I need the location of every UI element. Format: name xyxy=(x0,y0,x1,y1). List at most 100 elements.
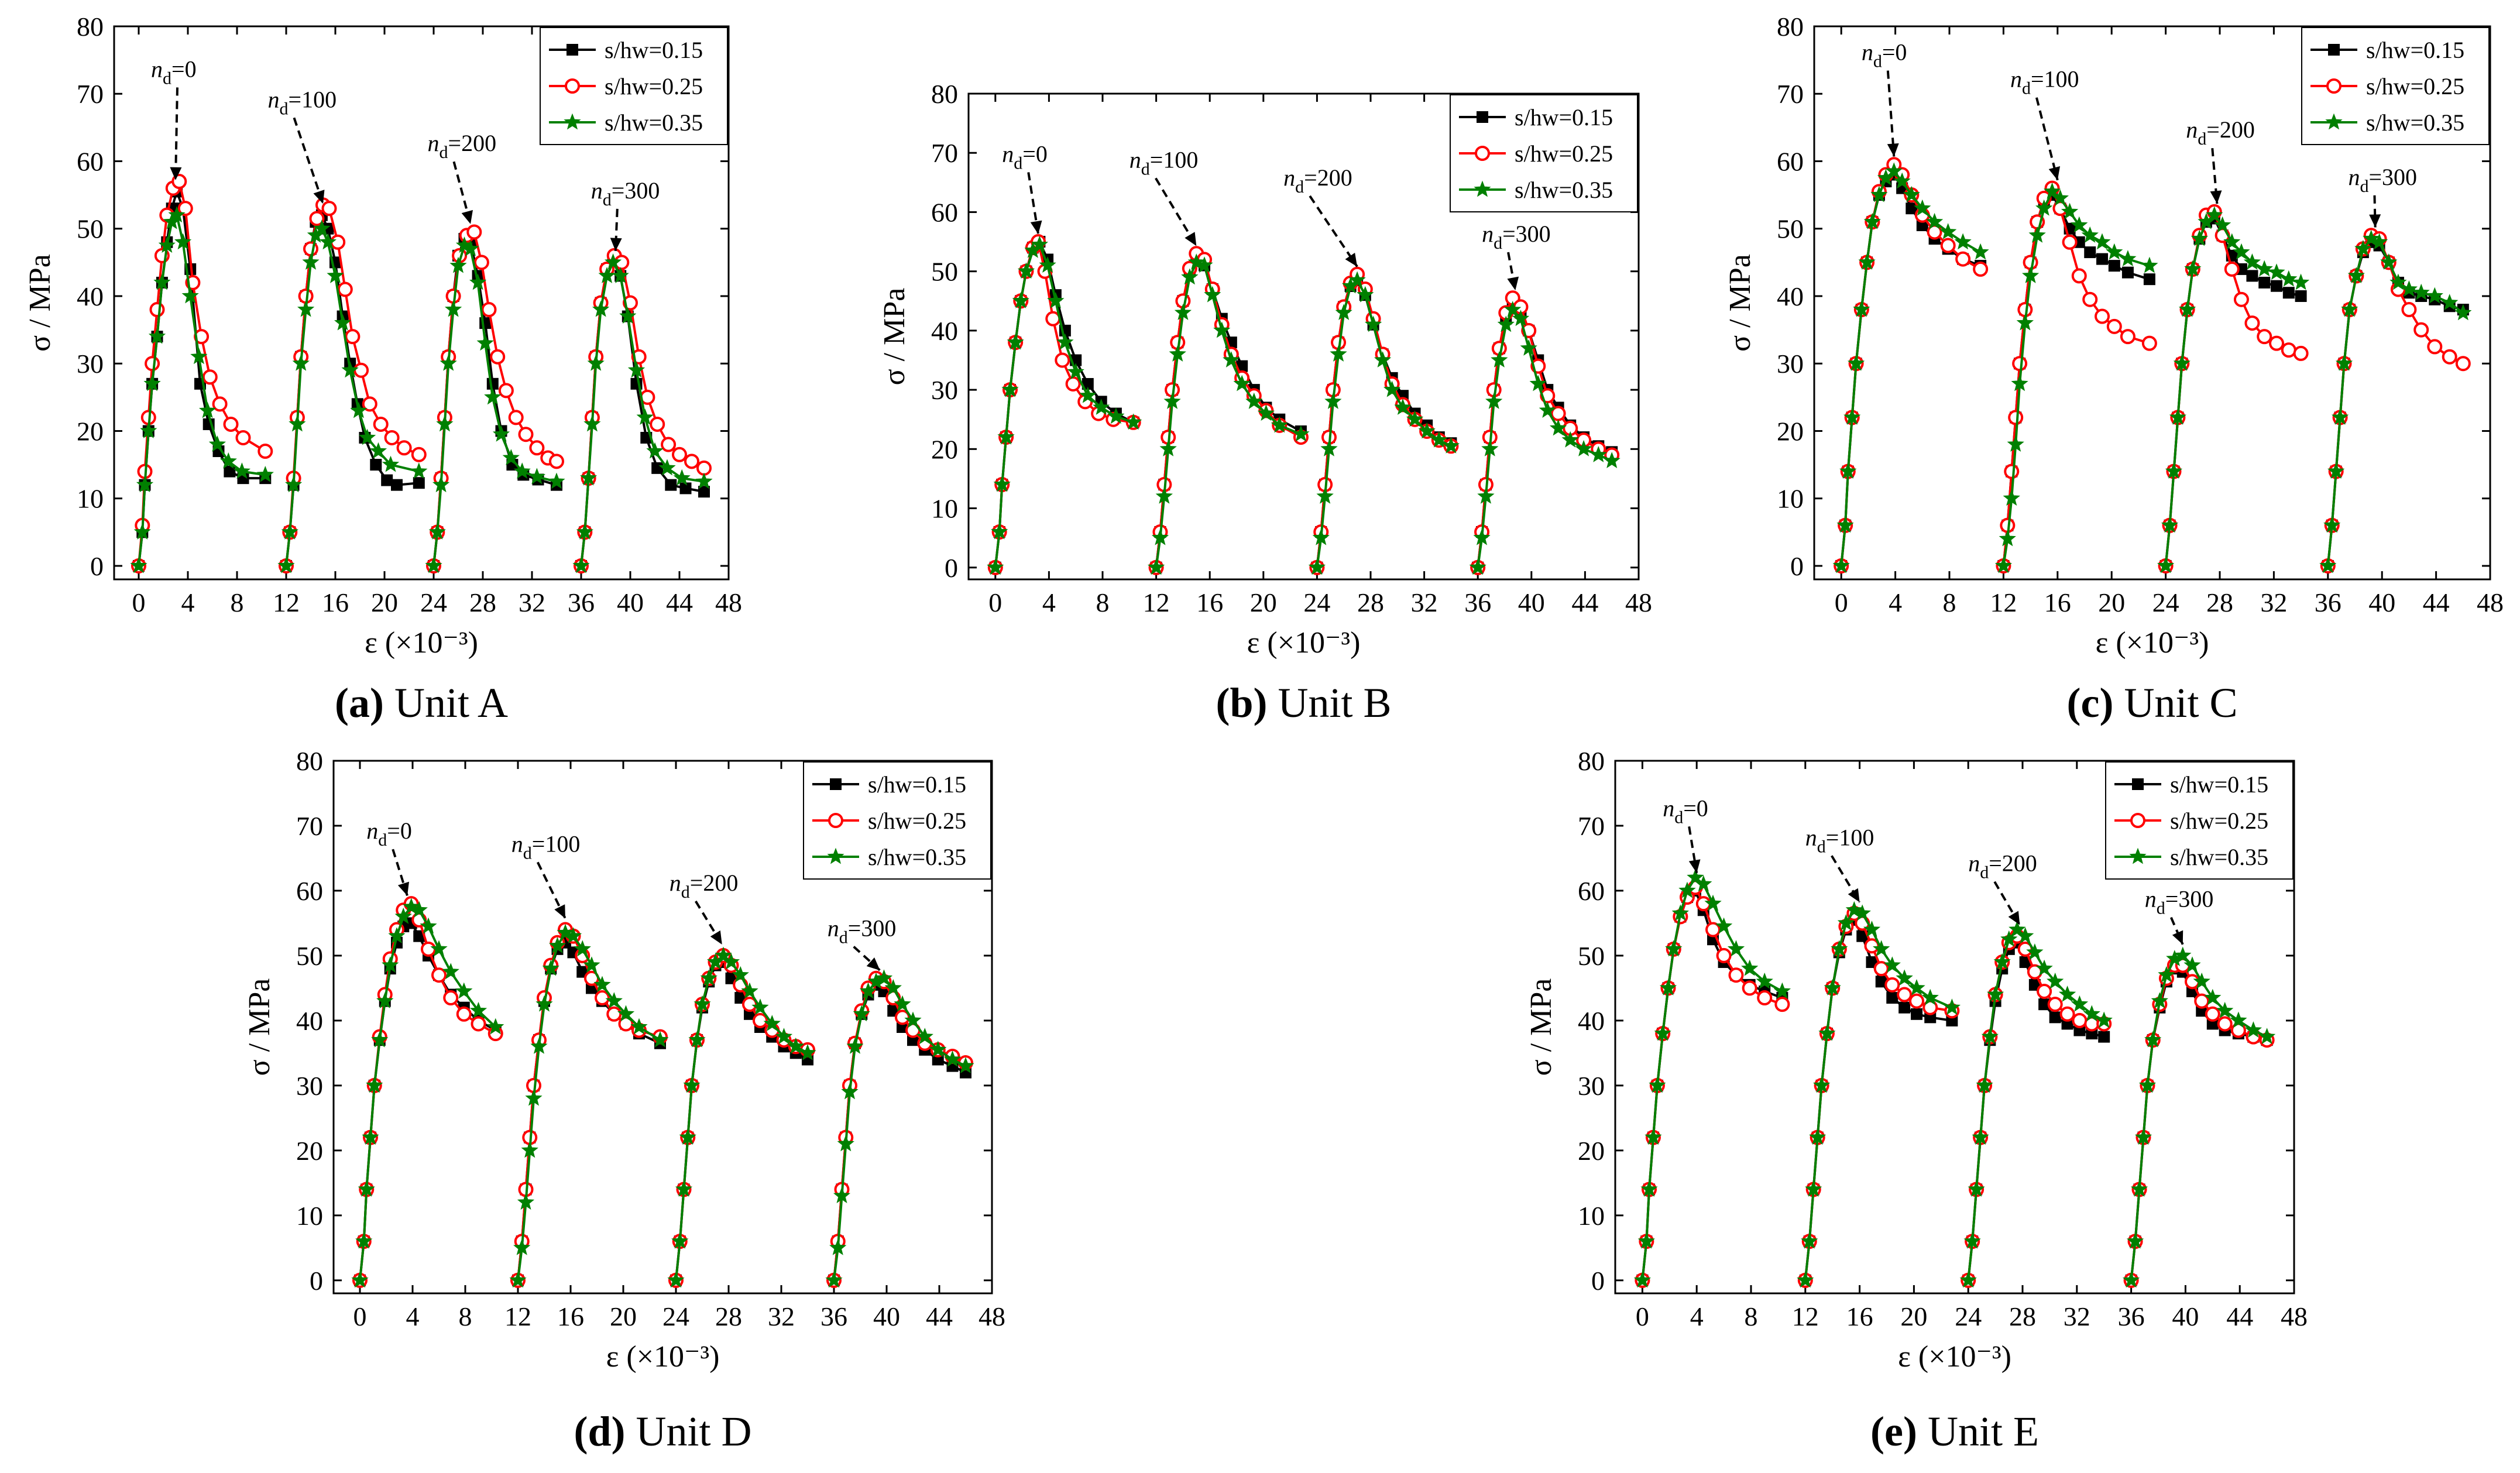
data-point xyxy=(987,558,1004,575)
nd-annotation-label: nd=100 xyxy=(268,86,337,118)
nd-symbol: n xyxy=(1862,39,1873,66)
y-tick-label: 40 xyxy=(1578,1006,1605,1036)
data-point xyxy=(2323,516,2341,533)
data-point xyxy=(388,927,406,944)
nd-value: = xyxy=(171,56,185,82)
x-tick-label: 12 xyxy=(504,1302,531,1331)
data-point xyxy=(371,1031,389,1048)
data-point xyxy=(2223,233,2241,250)
data-point xyxy=(410,462,428,479)
data-point xyxy=(302,253,320,270)
panel-caption: (c) Unit C xyxy=(2067,679,2238,726)
data-point xyxy=(2292,273,2310,290)
data-point xyxy=(2412,283,2430,300)
x-tick-label: 12 xyxy=(1792,1302,1819,1331)
data-point xyxy=(528,468,546,485)
data-point xyxy=(1056,333,1074,350)
data-point xyxy=(223,416,239,432)
data-point xyxy=(1908,979,1925,995)
data-point xyxy=(1875,976,1887,988)
data-point xyxy=(443,990,459,1006)
nd-annotation: nd=0 xyxy=(1663,795,1708,874)
nd-value: = xyxy=(387,818,400,844)
panel-caption-title: Unit E xyxy=(1928,1408,2039,1455)
x-tick-label: 4 xyxy=(1690,1302,1704,1331)
data-point xyxy=(1914,199,1931,216)
data-point xyxy=(2161,516,2179,533)
data-point xyxy=(2061,202,2079,219)
data-point xyxy=(2194,993,2210,1009)
x-tick-label: 36 xyxy=(568,588,595,617)
nd-number: 300 xyxy=(861,915,896,942)
nd-subscript: d xyxy=(440,143,448,162)
data-point xyxy=(612,267,629,283)
data-point xyxy=(256,466,274,482)
data-point xyxy=(829,1238,847,1255)
data-point xyxy=(1972,243,1989,260)
legend-label: s/hw=0.25 xyxy=(2170,808,2268,834)
data-point xyxy=(529,440,545,456)
data-point xyxy=(1884,977,1900,993)
data-point xyxy=(651,1031,669,1048)
y-tick-label: 70 xyxy=(296,811,323,841)
nd-arrow-line xyxy=(2035,97,2059,181)
data-point xyxy=(168,206,186,223)
data-point xyxy=(476,334,494,351)
series-line xyxy=(1477,297,1613,568)
nd-arrow-head xyxy=(710,930,722,945)
data-point xyxy=(1196,256,1213,273)
data-point xyxy=(2454,304,2472,321)
nd-arrow-head xyxy=(461,210,473,224)
y-tick-label: 60 xyxy=(1578,876,1605,906)
data-point xyxy=(2012,356,2028,372)
data-point xyxy=(1159,440,1177,456)
nd-subscript: d xyxy=(1494,234,1502,253)
y-tick-label: 40 xyxy=(1777,281,1804,311)
legend: s/hw=0.15 s/hw=0.25 s/hw=0.35 xyxy=(2301,27,2490,145)
data-point xyxy=(1911,1008,1923,1020)
data-point xyxy=(2191,229,2209,246)
nd-symbol: n xyxy=(2010,66,2022,92)
x-tick-label: 20 xyxy=(1900,1302,1927,1331)
legend: s/hw=0.15 s/hw=0.25 s/hw=0.35 xyxy=(1450,94,1638,212)
data-point xyxy=(382,455,400,472)
nd-value: = xyxy=(1304,164,1317,191)
x-tick-label: 0 xyxy=(1636,1302,1649,1331)
nd-arrow-head xyxy=(554,904,565,919)
data-point xyxy=(2038,998,2051,1011)
nd-annotation: nd=300 xyxy=(2145,886,2213,945)
data-point xyxy=(353,362,369,378)
x-tick-label: 20 xyxy=(2098,588,2125,617)
legend-label: s/hw=0.15 xyxy=(605,37,703,63)
x-axis-label: ε (×10⁻³) xyxy=(1898,1340,2011,1374)
y-tick-label: 80 xyxy=(1578,746,1605,776)
nd-annotation-label: nd=0 xyxy=(151,56,197,88)
data-point xyxy=(284,476,303,493)
x-tick-label: 40 xyxy=(873,1302,900,1331)
nd-subscript: d xyxy=(681,883,690,902)
y-tick-label: 50 xyxy=(931,257,958,287)
panel-caption-letter: (c) xyxy=(2067,679,2114,726)
nd-number: 200 xyxy=(461,130,496,156)
y-tick-label: 70 xyxy=(1578,811,1605,841)
nd-value: = xyxy=(690,870,703,896)
data-point xyxy=(2244,315,2260,331)
data-point xyxy=(181,287,199,304)
data-point xyxy=(2144,1031,2162,1048)
data-point xyxy=(658,459,676,476)
legend-marker xyxy=(564,113,581,130)
data-point xyxy=(2016,927,2034,944)
data-point xyxy=(1678,881,1696,898)
data-point xyxy=(2026,943,2044,960)
data-point xyxy=(449,256,467,273)
data-point xyxy=(564,927,582,944)
data-point xyxy=(606,1006,622,1022)
y-tick-label: 70 xyxy=(931,138,958,168)
x-tick-label: 28 xyxy=(1357,588,1384,617)
data-point xyxy=(432,476,450,493)
data-point xyxy=(846,1037,864,1054)
x-tick-label: 36 xyxy=(1464,588,1491,617)
data-point xyxy=(2096,253,2109,265)
data-point xyxy=(133,523,151,540)
nd-symbol: n xyxy=(2186,116,2198,143)
